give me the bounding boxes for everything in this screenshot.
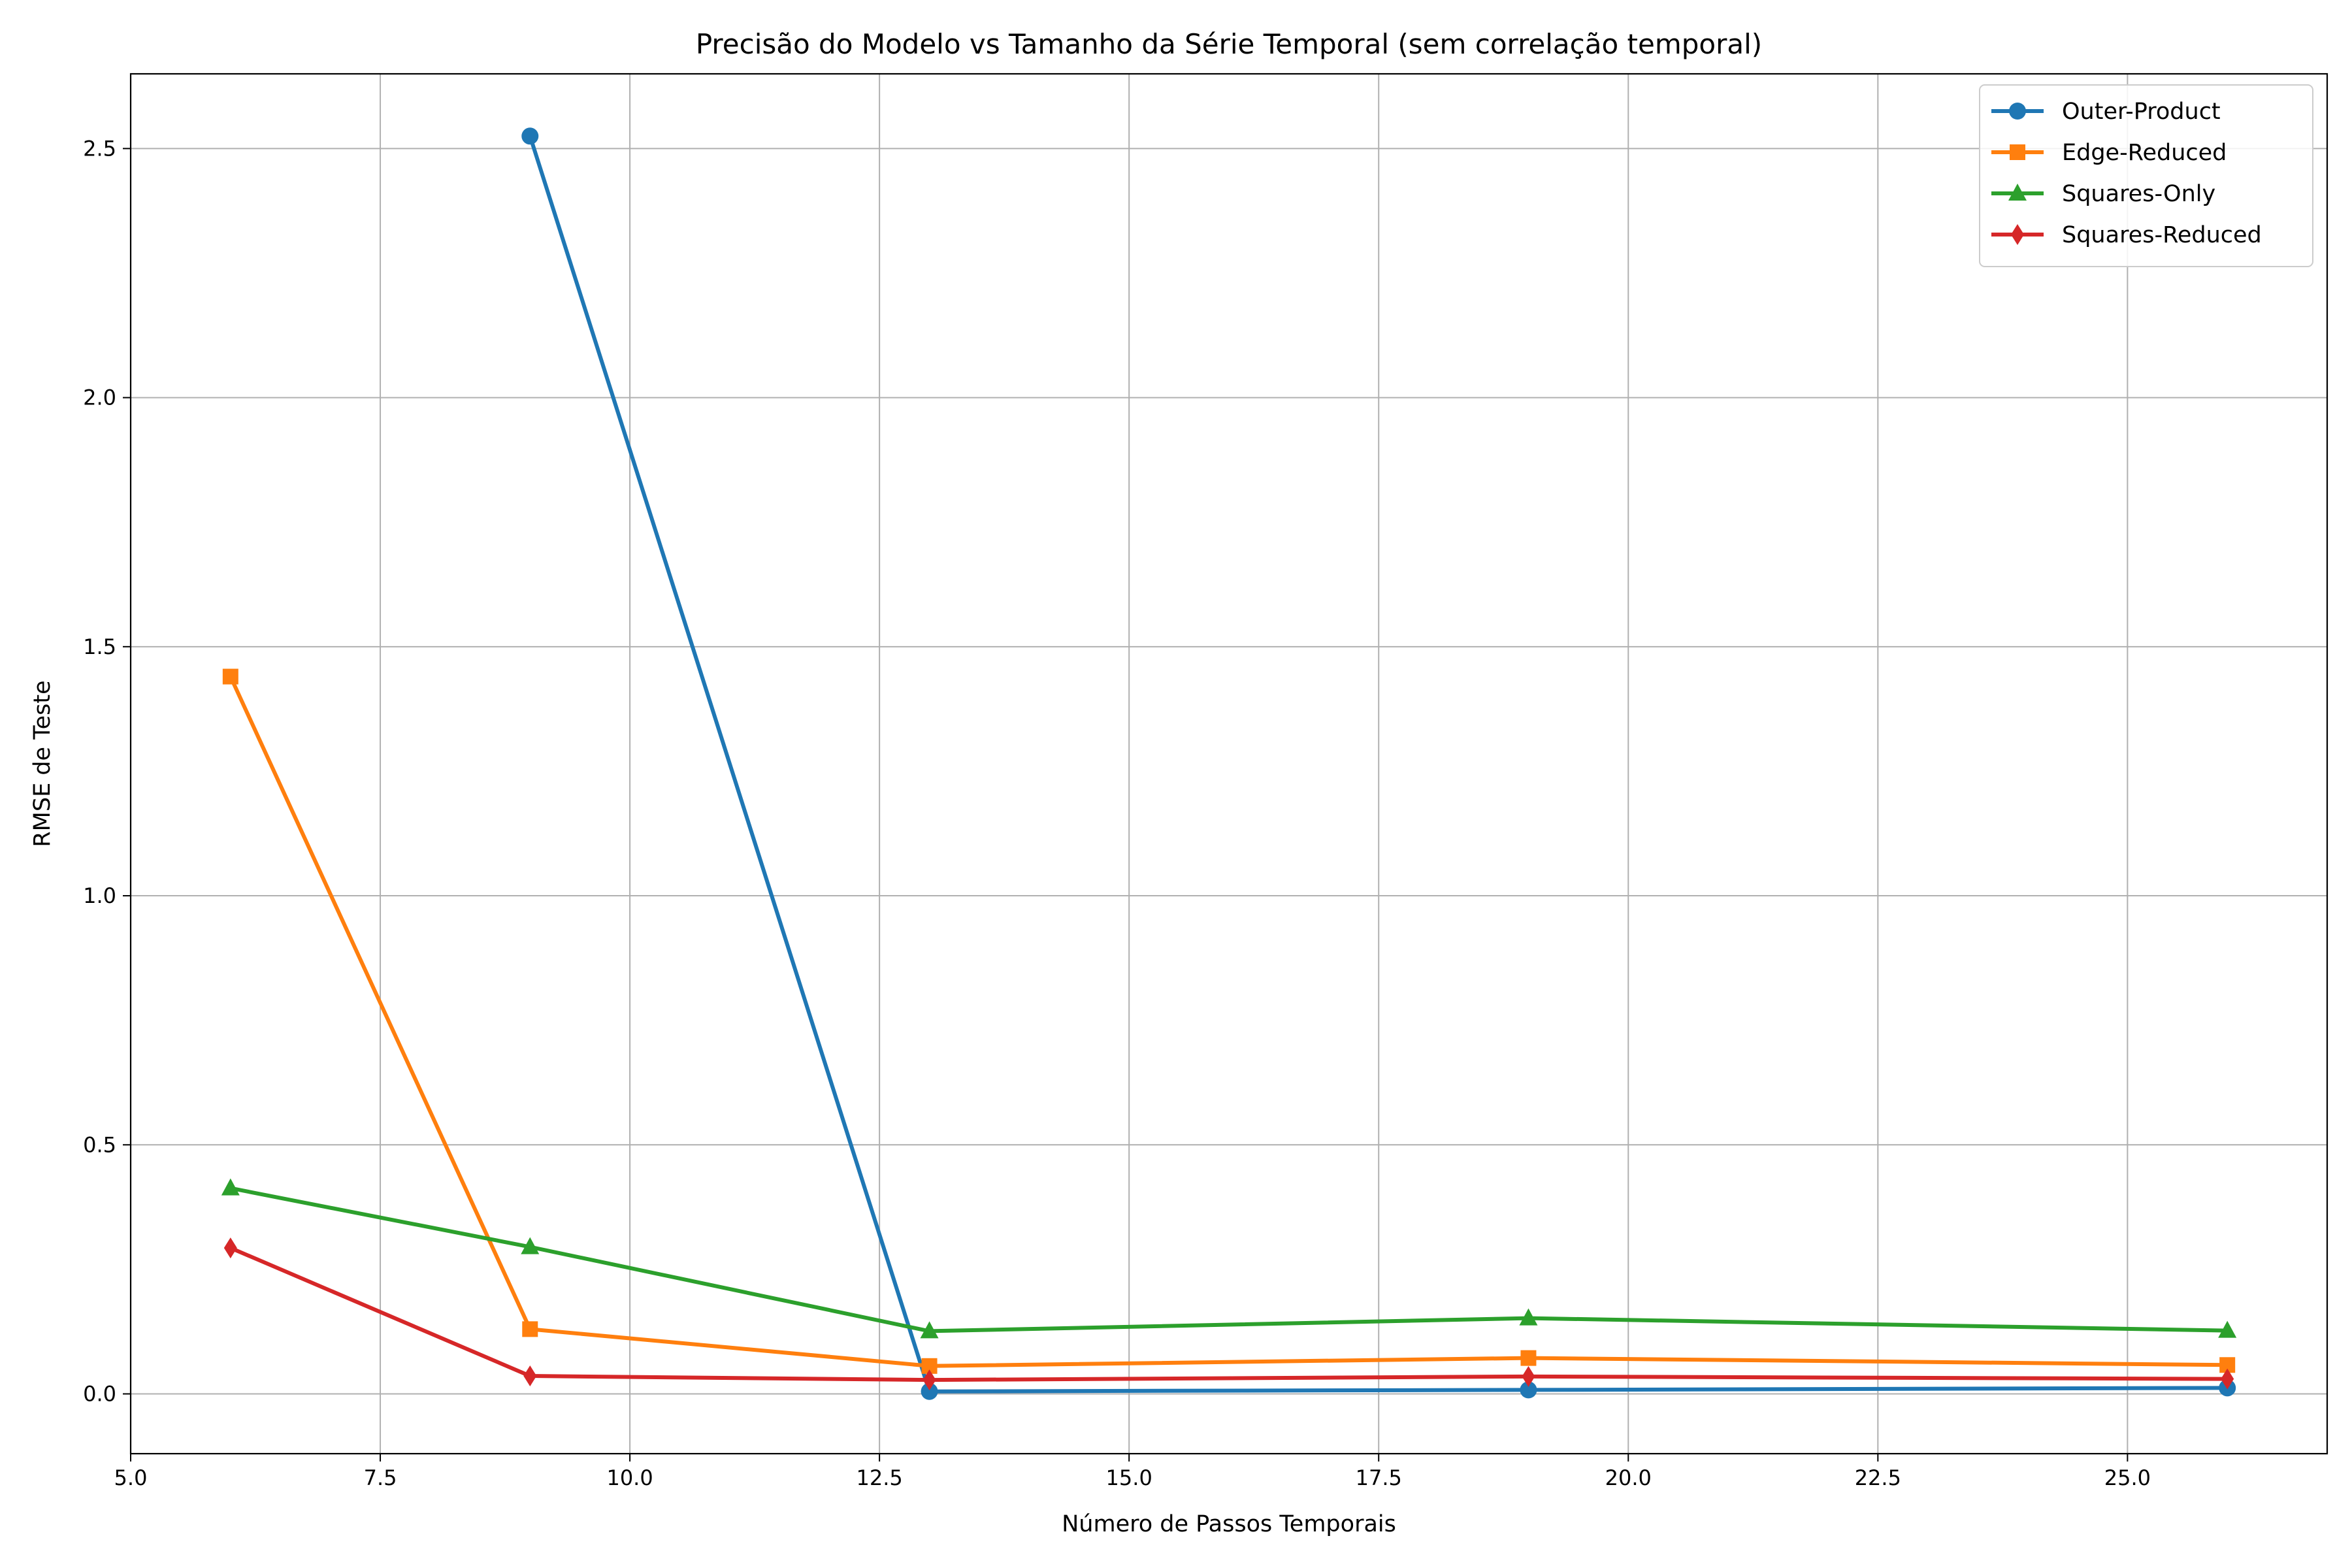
y-tick-label: 0.0 (83, 1382, 116, 1407)
squares-reduced-point (523, 1365, 537, 1387)
squares-only-point (1519, 1308, 1538, 1326)
squares-reduced-point (2221, 1368, 2234, 1390)
edge-reduced-point (1520, 1350, 1537, 1366)
edge-reduced-point (522, 1321, 538, 1337)
series-squares-only (221, 1178, 2237, 1339)
squares-only-point (920, 1321, 939, 1339)
plot-frame (129, 73, 2328, 1455)
legend-box (1979, 84, 2313, 267)
series-edge-reduced (222, 668, 2236, 1374)
legend-item-edge-reduced: Edge-Reduced (1991, 140, 2227, 166)
y-tick-label: 2.0 (83, 385, 116, 410)
outer-product-line (528, 134, 2230, 1394)
x-tick-label: 22.5 (1855, 1465, 1901, 1490)
legend-swatch-marker (2009, 103, 2026, 120)
x-tick-label: 12.5 (857, 1465, 903, 1490)
legend-swatch-marker (2010, 144, 2025, 160)
legend: Outer-Product Edge-Reduced Squares-Only Squ… (1979, 84, 2313, 267)
legend-label: Squares-Only (2062, 181, 2215, 207)
legend-swatch-marker (2011, 224, 2024, 245)
squares-only-point (2218, 1320, 2237, 1338)
y-tick-label: 1.5 (83, 634, 116, 659)
legend-label: Outer-Product (2062, 99, 2221, 125)
chart-title: Precisão do Modelo vs Tamanho da Série T… (696, 28, 1762, 60)
legend-item-outer-product: Outer-Product (1991, 99, 2221, 125)
legend-label: Edge-Reduced (2062, 140, 2227, 166)
y-tick-label: 0.5 (83, 1132, 116, 1157)
series-squares-reduced (223, 1237, 2234, 1391)
squares-reduced-point (923, 1369, 936, 1391)
x-axis-label: Número de Passos Temporais (1062, 1511, 1396, 1537)
outer-product-point (921, 1382, 938, 1400)
y-tick-label: 1.0 (83, 883, 116, 908)
edge-reduced-point (222, 668, 238, 685)
legend-label: Squares-Reduced (2062, 222, 2262, 248)
legend-item-squares-reduced: Squares-Reduced (1991, 222, 2262, 248)
y-tick-label: 2.5 (83, 136, 116, 161)
x-tick-label: 7.5 (364, 1465, 397, 1490)
series-layer (221, 127, 2237, 1400)
x-tick-label: 5.0 (114, 1465, 148, 1490)
series-outer-product (521, 127, 2236, 1400)
x-tick-label: 15.0 (1106, 1465, 1152, 1490)
legend-swatch-marker (2008, 184, 2027, 201)
outer-product-point (521, 127, 539, 145)
x-tick-label: 20.0 (1605, 1465, 1652, 1490)
y-axis-label: RMSE de Teste (29, 680, 56, 847)
squares-only-point (221, 1178, 240, 1196)
grid (130, 74, 2327, 1454)
squares-only-point (521, 1237, 540, 1254)
x-tick-label: 17.5 (1356, 1465, 1402, 1490)
x-tick-label: 10.0 (606, 1465, 653, 1490)
squares-reduced-point (1522, 1365, 1535, 1387)
ticks: 5.0 7.5 10.0 12.5 15.0 17.5 20.0 22.5 25.0 0.0 0.5… (83, 136, 2151, 1490)
squares-reduced-point (223, 1237, 237, 1259)
legend-item-squares-only: Squares-Only (1991, 181, 2215, 207)
outer-product-point (1520, 1381, 1537, 1399)
x-tick-label: 25.0 (2104, 1465, 2151, 1490)
